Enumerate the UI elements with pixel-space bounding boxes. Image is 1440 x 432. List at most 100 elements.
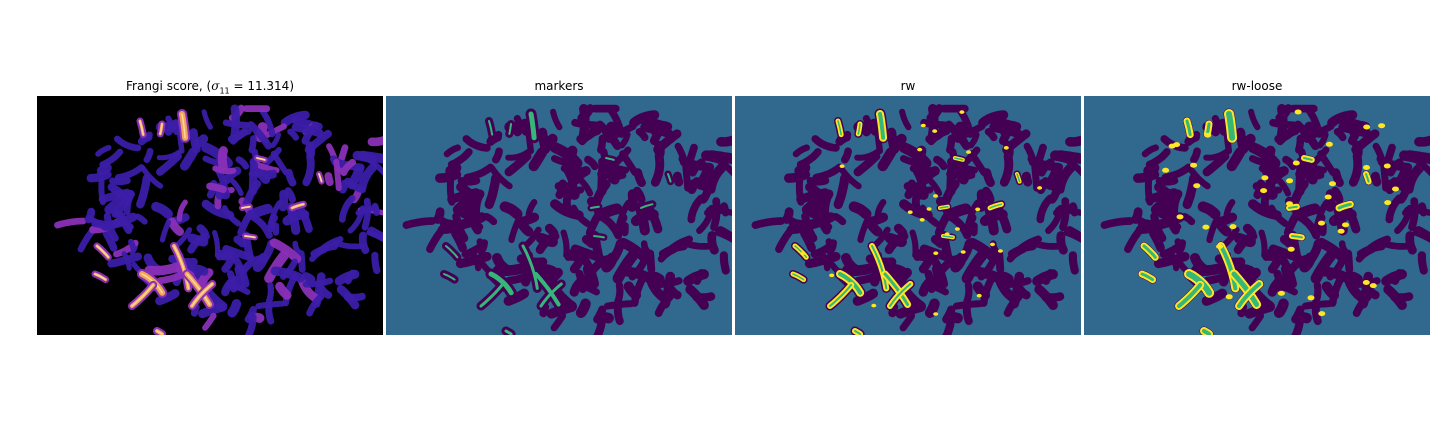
frangi-vessel-peak: [256, 157, 266, 161]
label-blob: [1161, 163, 1193, 182]
label-blob: [808, 189, 834, 219]
label-blob: [795, 176, 805, 206]
label-blob: [1413, 157, 1430, 177]
label-blob: [946, 203, 972, 220]
label-blob: [614, 281, 624, 306]
frangi-blob: [187, 233, 209, 247]
label-blob: [924, 269, 936, 293]
label-blob: [1056, 231, 1068, 255]
frangi-blob: [254, 161, 280, 174]
markers-image: [386, 96, 732, 335]
label-blob: [998, 271, 1014, 284]
frangi-blob: [332, 240, 365, 250]
frangi-blob: [103, 212, 119, 242]
label-blob: [806, 176, 830, 186]
label-blob: [979, 209, 1008, 227]
label-blob: [451, 229, 467, 253]
label-blob: [805, 182, 827, 201]
segmented-spot: [1286, 201, 1293, 207]
segmented-spot: [1363, 124, 1371, 130]
frangi-blob: [113, 135, 142, 152]
label-blob: [505, 270, 536, 285]
frangi-blob: [240, 255, 263, 274]
label-blob: [716, 135, 732, 147]
label-blob: [1264, 145, 1276, 173]
label-blob: [1295, 169, 1325, 178]
frangi-blob: [217, 146, 228, 172]
frangi-blob: [357, 163, 378, 193]
frangi-blob: [357, 150, 383, 164]
frangi-blob: [222, 119, 251, 129]
label-blob: [857, 219, 870, 244]
label-blob: [800, 229, 816, 253]
markers-canvas: [386, 96, 732, 335]
segmented-spot: [1362, 280, 1370, 285]
marker-core: [1288, 205, 1298, 209]
frangi-blob: [343, 292, 366, 302]
label-blob: [585, 209, 604, 237]
label-blob: [933, 155, 948, 171]
label-blob: [942, 313, 956, 335]
label-blob: [1311, 303, 1322, 326]
frangi-blob: [306, 293, 325, 317]
frangi-blob: [318, 285, 333, 299]
label-blob: [1235, 127, 1249, 154]
frangi-blob: [156, 152, 182, 176]
label-blob: [1030, 239, 1064, 250]
segmented-spot: [960, 250, 966, 254]
frangi-blob: [151, 201, 173, 219]
label-blob: [963, 281, 973, 306]
marker-core: [1205, 122, 1211, 136]
label-blob: [525, 199, 538, 223]
label-blob: [550, 312, 567, 332]
marker-core: [829, 283, 853, 307]
segmented-spot: [1168, 143, 1176, 149]
segmented-spot: [1318, 311, 1326, 317]
label-blob: [633, 168, 646, 188]
marker-core: [794, 245, 808, 259]
frangi-blob: [140, 165, 164, 189]
frangi-blob: [259, 239, 276, 264]
label-blob: [469, 250, 482, 272]
label-blob: [1149, 229, 1165, 253]
frangi-blob: [344, 177, 367, 194]
marker-core: [857, 123, 861, 135]
label-blob: [486, 133, 502, 146]
marker-region: [590, 205, 600, 209]
frangi-blob: [114, 164, 145, 181]
label-blob: [1338, 240, 1349, 255]
frangi-blob: [333, 158, 342, 192]
frangi-blob: [297, 250, 306, 273]
marker-core: [1231, 271, 1260, 307]
label-blob: [627, 189, 638, 212]
segmented-spot: [800, 251, 806, 255]
frangi-blob: [270, 132, 282, 148]
label-blob: [874, 199, 887, 223]
label-blob: [792, 144, 810, 158]
frangi-blob: [287, 128, 299, 141]
label-blob: [707, 231, 719, 255]
label-blob: [1000, 277, 1032, 288]
segmented-spot: [990, 242, 995, 247]
label-blob: [1248, 312, 1265, 332]
label-blob: [1344, 249, 1354, 274]
label-blob: [931, 264, 944, 291]
label-blob: [618, 131, 631, 149]
label-blob: [476, 238, 486, 253]
label-blob: [575, 269, 587, 293]
label-blob: [1268, 204, 1289, 227]
label-blob: [946, 134, 956, 154]
label-blob: [939, 179, 960, 210]
label-blob: [899, 312, 916, 332]
label-blob: [597, 212, 623, 240]
label-blob: [1037, 158, 1055, 177]
segmented-spot: [1342, 222, 1349, 228]
segmented-spot: [1287, 246, 1295, 252]
marker-region: [605, 157, 615, 161]
label-blob: [794, 162, 811, 177]
frangi-blob: [176, 199, 188, 222]
label-blob: [1201, 288, 1228, 306]
label-blob: [1381, 269, 1407, 287]
frangi-blob: [54, 217, 87, 229]
segmented-spot: [839, 164, 845, 168]
